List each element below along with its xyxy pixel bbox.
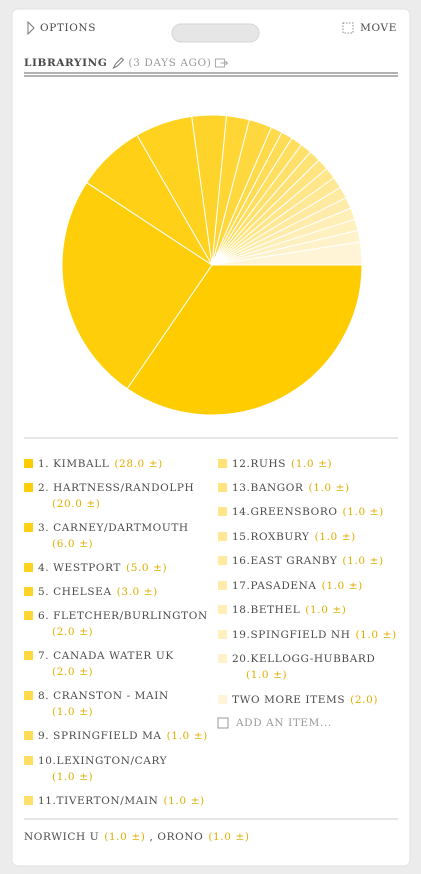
grip[interactable]	[171, 23, 260, 43]
pie-slice	[126, 264, 363, 416]
legend-swatch	[24, 651, 33, 660]
legend-label: 13.BANGOR	[232, 482, 304, 494]
legend-label: 5. CHELSEA	[38, 586, 112, 598]
legend-swatch	[24, 731, 33, 740]
legend-value: (6.0 ±)	[52, 538, 93, 550]
legend-swatch	[24, 483, 33, 492]
legend-value: (1.0 ±)	[291, 458, 332, 470]
legend-value: (2.0 ±)	[52, 626, 93, 638]
move[interactable]: MOVE	[360, 22, 397, 34]
legend-label: 17.PASADENA	[232, 580, 317, 592]
legend-label: 1. KIMBALL	[38, 458, 109, 470]
legend-swatch	[24, 459, 33, 468]
legend-label: 15.ROXBURY	[232, 531, 310, 543]
footer-name: ORONO	[157, 831, 203, 843]
footer-value: (1.0 ±)	[208, 831, 249, 843]
legend-swatch	[24, 587, 33, 596]
legend-label: 7. CANADA WATER UK	[38, 650, 174, 662]
legend-value: (1.0 ±)	[163, 795, 204, 807]
footer-value: (1.0 ±)	[104, 831, 145, 843]
legend-value: (28.0 ±)	[114, 458, 163, 470]
legend-value: (20.0 ±)	[52, 498, 101, 510]
legend-value: (1.0 ±)	[52, 706, 93, 718]
legend-value: (1.0 ±)	[342, 555, 383, 567]
legend-label: 20.KELLOGG-HUBBARD	[232, 653, 375, 665]
pie-slice	[211, 241, 363, 266]
title: LIBRARYING	[24, 57, 107, 69]
legend-swatch	[24, 756, 33, 765]
legend-swatch	[24, 611, 33, 620]
legend-label: 2. HARTNESS/RANDOLPH	[38, 482, 194, 494]
footer-name: NORWICH U	[24, 831, 99, 843]
edit-icon[interactable]	[112, 57, 125, 70]
legend-swatch	[218, 695, 227, 704]
legend-swatch	[218, 654, 227, 663]
add-checkbox[interactable]	[217, 717, 229, 729]
legend-swatch	[218, 459, 227, 468]
legend-swatch	[218, 605, 227, 614]
legend-label: 6. FLETCHER/BURLINGTON	[38, 610, 208, 622]
legend-label: TWO MORE ITEMS	[232, 694, 345, 706]
legend-value: (1.0 ±)	[52, 771, 93, 783]
add-item[interactable]: ADD AN ITEM...	[235, 717, 332, 729]
options[interactable]: OPTIONS	[40, 22, 96, 34]
legend-label: 4. WESTPORT	[38, 562, 121, 574]
options-icon	[27, 20, 35, 36]
legend-swatch	[24, 796, 33, 805]
legend-swatch	[218, 581, 227, 590]
legend-value: (2.0 ±)	[52, 666, 93, 678]
move-icon	[342, 22, 354, 34]
share-icon[interactable]	[214, 58, 229, 68]
legend-label: 14.GREENSBORO	[232, 506, 338, 518]
legend-value: (1.0 ±)	[167, 730, 208, 742]
legend-swatch	[218, 507, 227, 516]
legend-label: 18.BETHEL	[232, 604, 300, 616]
legend-value: (1.0 ±)	[343, 506, 384, 518]
legend-label: 8. CRANSTON - MAIN	[38, 690, 169, 702]
legend-value: (1.0 ±)	[309, 482, 350, 494]
legend-label: 19.SPINGFIELD NH	[232, 629, 350, 641]
legend-value: (1.0 ±)	[246, 669, 287, 681]
legend-swatch	[24, 563, 33, 572]
legend-label: 16.EAST GRANBY	[232, 555, 338, 567]
legend-label: 9. SPRINGFIELD MA	[38, 730, 162, 742]
legend-label: 10.LEXINGTON/CARY	[38, 755, 168, 767]
legend-value: (1.0 ±)	[305, 604, 346, 616]
legend-value: (3.0 ±)	[117, 586, 158, 598]
pie-slice	[61, 181, 213, 390]
legend-label: 11.TIVERTON/MAIN	[38, 795, 158, 807]
legend-swatch	[218, 556, 227, 565]
timestamp: (3 DAYS AGO)	[128, 57, 211, 69]
legend-swatch	[218, 483, 227, 492]
legend-label: 12.RUHS	[232, 458, 286, 470]
legend-value: (1.0 ±)	[315, 531, 356, 543]
legend-value: (1.0 ±)	[322, 580, 363, 592]
legend-swatch	[24, 523, 33, 532]
legend-swatch	[218, 630, 227, 639]
legend-value: (2.0)	[350, 694, 378, 706]
legend-label: 3. CARNEY/DARTMOUTH	[38, 522, 189, 534]
legend-value: (1.0 ±)	[355, 629, 396, 641]
legend-swatch	[24, 691, 33, 700]
legend-value: (5.0 ±)	[126, 562, 167, 574]
legend-swatch	[218, 532, 227, 541]
separator: ,	[149, 831, 153, 843]
